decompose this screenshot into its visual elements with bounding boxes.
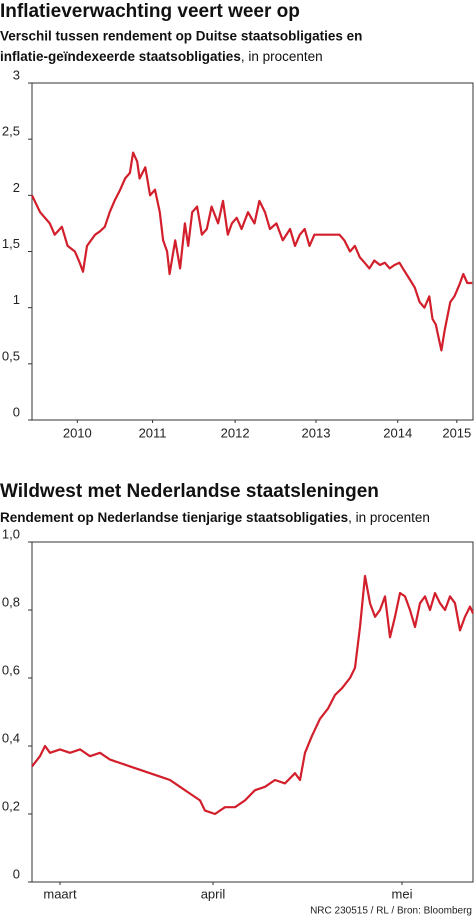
- y-tick-label: 0,4: [2, 730, 20, 745]
- y-tick-label: 1,5: [2, 236, 20, 251]
- y-tick-label: 0,2: [2, 798, 20, 813]
- y-tick-label: 0: [13, 404, 20, 419]
- x-tick-label: maart: [43, 886, 77, 901]
- chart-title: Inflatieverwachting veert weer op: [0, 1, 300, 22]
- y-tick-label: 3: [13, 67, 20, 82]
- y-tick-label: 2: [13, 180, 20, 195]
- x-tick-label: april: [201, 886, 226, 901]
- plot-frame: [31, 82, 474, 421]
- subtitle: inflatie-geïndexeerde staatsobligaties, …: [0, 49, 323, 64]
- subtitle: Rendement op Nederlandse tienjarige staa…: [0, 510, 348, 525]
- x-tick-label: 2015: [442, 425, 471, 440]
- chart-title: Wildwest met Nederlandse staatsleningen: [0, 481, 379, 502]
- data-line: [31, 574, 474, 816]
- subtitle: Rendement op Nederlandse tienjarige staa…: [0, 510, 430, 525]
- subtitle: inflatie-geïndexeerde staatsobligaties: [0, 49, 241, 64]
- subtitle: Verschil tussen rendement op Duitse staa…: [0, 29, 362, 44]
- y-tick-label: 2,5: [2, 124, 20, 139]
- y-tick-label: 0,5: [2, 348, 20, 363]
- y-tick-label: 0,8: [2, 594, 20, 609]
- x-tick-label: 2013: [302, 425, 331, 440]
- subtitle-note: , in procenten: [348, 510, 430, 525]
- data-line: [31, 151, 473, 352]
- x-tick-label: mei: [392, 886, 413, 901]
- source: NRC 230515 / RL / Bron: Bloomberg: [310, 906, 472, 917]
- subtitle-note: , in procenten: [241, 49, 323, 64]
- y-tick-label: 0,6: [2, 662, 20, 677]
- y-tick-label: 1,0: [2, 526, 20, 541]
- y-tick-label: 1: [13, 292, 20, 307]
- x-tick-label: 2010: [63, 425, 92, 440]
- x-tick-label: 2011: [139, 425, 167, 440]
- x-tick-label: 2012: [221, 425, 250, 440]
- y-tick-label: 0: [13, 866, 20, 881]
- plot-frame: [31, 541, 474, 883]
- x-tick-label: 2014: [383, 425, 412, 440]
